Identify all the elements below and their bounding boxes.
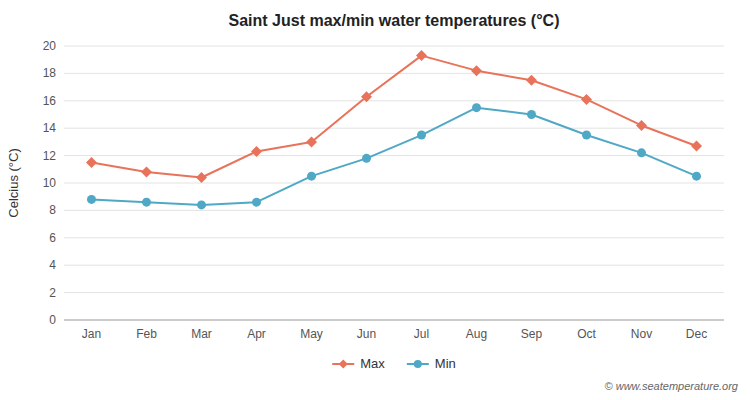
y-tick-label: 8 <box>49 203 56 217</box>
grid-line <box>64 183 724 184</box>
marker <box>86 157 97 168</box>
x-tick-label: Jun <box>357 327 376 341</box>
marker <box>692 172 701 181</box>
legend-item: Max <box>332 356 385 371</box>
annotation: © www.seatemperature.org <box>605 380 739 392</box>
legend-marker <box>339 360 348 369</box>
grid-line <box>64 100 724 101</box>
legend-label: Max <box>360 356 385 371</box>
marker <box>141 167 152 178</box>
marker <box>636 120 647 131</box>
y-tick-label: 2 <box>49 286 56 300</box>
marker <box>307 172 316 181</box>
series <box>87 103 701 209</box>
grid-line <box>64 155 724 156</box>
marker <box>637 148 646 157</box>
marker <box>472 103 481 112</box>
y-tick-label: 0 <box>49 313 56 327</box>
marker <box>417 131 426 140</box>
plot-area <box>86 50 702 209</box>
marker <box>197 200 206 209</box>
marker <box>471 65 482 76</box>
x-tick-label: Jul <box>414 327 429 341</box>
x-tick-label: Apr <box>247 327 266 341</box>
x-tick-label: Oct <box>577 327 596 341</box>
grid-line <box>64 320 724 321</box>
y-axis: 0 2 4 6 8 10 12 14 16 18 20 <box>43 39 724 327</box>
marker <box>362 154 371 163</box>
y-tick-label: 20 <box>43 39 57 53</box>
line <box>92 108 697 205</box>
grid-line <box>64 210 724 211</box>
y-tick-label: 6 <box>49 231 56 245</box>
marker <box>526 75 537 86</box>
marker <box>142 198 151 207</box>
y-tick-label: 16 <box>43 94 57 108</box>
marker <box>251 146 262 157</box>
x-tick-label: Jan <box>82 327 101 341</box>
y-tick-label: 12 <box>43 149 57 163</box>
x-tick-label: May <box>300 327 323 341</box>
marker <box>361 91 372 102</box>
y-tick-label: 14 <box>43 121 57 135</box>
chart: Saint Just max/min water temperatures (°… <box>0 0 750 400</box>
x-tick-label: Sep <box>521 327 543 341</box>
y-tick-label: 10 <box>43 176 57 190</box>
marker <box>196 172 207 183</box>
legend-item: Min <box>407 356 456 371</box>
marker <box>87 195 96 204</box>
marker <box>691 141 702 152</box>
grid-line <box>64 46 724 47</box>
x-axis: Jan Feb Mar Apr May Jun Jul Aug Sep Oct Nov Dec <box>82 327 707 341</box>
legend-label: Min <box>435 356 456 371</box>
x-tick-label: Dec <box>686 327 707 341</box>
grid-line <box>64 237 724 238</box>
marker <box>416 50 427 61</box>
y-tick-label: 18 <box>43 66 57 80</box>
grid-line <box>64 128 724 129</box>
title: Saint Just max/min water temperatures (°… <box>229 12 560 29</box>
x-tick-label: Mar <box>191 327 212 341</box>
legend-marker <box>414 360 422 368</box>
x-tick-label: Feb <box>136 327 157 341</box>
x-tick-label: Aug <box>466 327 487 341</box>
legend: Max Min <box>332 356 456 371</box>
y-tick-label: 4 <box>49 258 56 272</box>
marker <box>527 110 536 119</box>
series <box>86 50 702 183</box>
marker <box>306 136 317 147</box>
grid-line <box>64 73 724 74</box>
grid-line <box>64 292 724 293</box>
line <box>92 56 697 178</box>
marker <box>582 131 591 140</box>
marker <box>581 94 592 105</box>
y-axis-label: Celcius (°C) <box>6 148 21 217</box>
grid-line <box>64 265 724 266</box>
x-tick-label: Nov <box>631 327 652 341</box>
marker <box>252 198 261 207</box>
